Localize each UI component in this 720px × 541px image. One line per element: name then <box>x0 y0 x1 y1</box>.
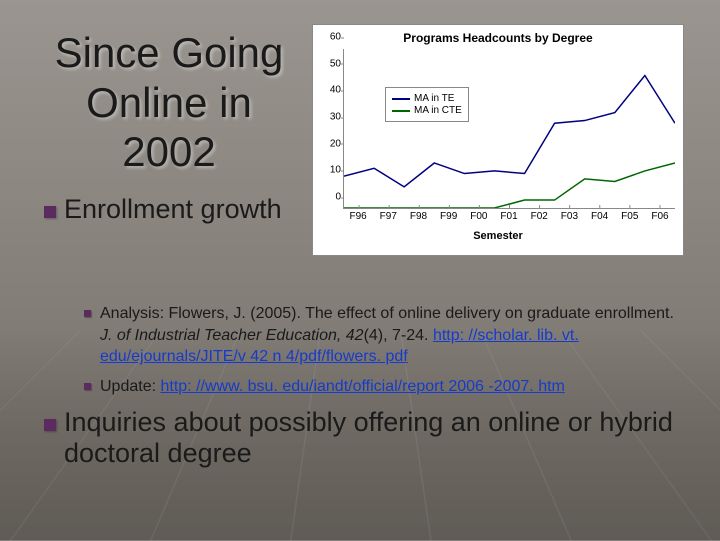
slide-content: Since Going Online in 2002 Programs Head… <box>0 0 720 540</box>
link-report-2006[interactable]: http: //www. bsu. edu/iandt/official/rep… <box>160 378 564 395</box>
chart-title: Programs Headcounts by Degree <box>313 25 683 49</box>
legend-swatch-0 <box>392 98 410 100</box>
page-title: Since Going Online in 2002 <box>44 28 294 177</box>
legend-label-1: MA in CTE <box>414 105 462 116</box>
title-line1: Since Going <box>55 29 284 76</box>
ytick: 10 <box>316 165 341 176</box>
ytick: 50 <box>316 58 341 69</box>
sub-analysis-post: (4), 7-24. <box>364 327 433 344</box>
ytick: 40 <box>316 85 341 96</box>
bullet-enrollment: Enrollment growth <box>44 194 676 225</box>
title-line3: 2002 <box>122 128 215 175</box>
sub-update-pre: Update: <box>100 378 160 395</box>
ytick: 30 <box>316 112 341 123</box>
legend-swatch-1 <box>392 110 410 112</box>
sub-analysis-journal: J. of Industrial Teacher Education, 42 <box>100 327 364 344</box>
chart-legend: MA in TE MA in CTE <box>385 87 469 122</box>
title-line2: Online in <box>86 79 252 126</box>
ytick: 60 <box>316 32 341 43</box>
ytick: 20 <box>316 138 341 149</box>
legend-label-0: MA in TE <box>414 93 454 104</box>
legend-item-0: MA in TE <box>392 93 462 104</box>
legend-item-1: MA in CTE <box>392 105 462 116</box>
sub-analysis: Analysis: Flowers, J. (2005). The effect… <box>84 303 676 368</box>
chart-plot: 0102030405060 MA in TE MA in CTE <box>343 49 675 209</box>
chart-plot-area: 0102030405060 <box>343 49 675 209</box>
bullet-list: Enrollment growth Analysis: Flowers, J. … <box>44 194 676 470</box>
sub-analysis-pre: Analysis: Flowers, J. (2005). The effect… <box>100 305 674 322</box>
bullet-inquiries: Inquiries about possibly offering an onl… <box>44 407 676 469</box>
sub-update: Update: http: //www. bsu. edu/iandt/offi… <box>84 376 676 398</box>
chart-lines-svg <box>344 49 675 208</box>
